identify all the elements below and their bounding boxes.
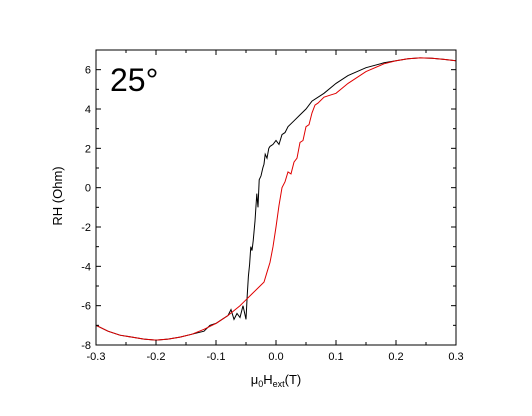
y-axis-label: RH (Ohm) [50, 166, 65, 225]
series-line-1 [95, 57, 457, 341]
angle-annotation: 25° [110, 62, 158, 98]
x-tick-label: -0.3 [87, 351, 106, 363]
tick-layer: -0.3 -0.2 -0.1 0.0 0.1 0.2 0.3 -8 -6 -4 -2 0 2 4 6 [81, 49, 464, 363]
x-axis-label-unit: (T) [285, 372, 302, 387]
x-axis-label-sub1: ext [273, 379, 286, 389]
y-tick-label: 6 [85, 65, 91, 77]
y-tick-label: -4 [81, 261, 91, 273]
y-tick-label: 4 [85, 104, 91, 116]
series-layer [95, 57, 457, 341]
y-tick-label: 0 [85, 183, 91, 195]
y-tick-label: 2 [85, 143, 91, 155]
y-tick-label: -6 [81, 301, 91, 313]
x-tick-label: 0.0 [268, 351, 283, 363]
x-tick-label: -0.2 [147, 351, 166, 363]
x-tick-label: 0.2 [388, 351, 403, 363]
x-tick-label: 0.3 [448, 351, 463, 363]
x-axis-label-sub0: 0 [258, 379, 263, 389]
y-tick-label: -2 [81, 222, 91, 234]
x-tick-label: -0.1 [207, 351, 226, 363]
x-axis-label-mu: μ [251, 372, 259, 387]
x-axis-label: μ0Hext(T) [251, 372, 302, 389]
x-axis-label-h: H [263, 372, 272, 387]
y-tick-label: -8 [81, 340, 91, 352]
x-tick-label: 0.1 [328, 351, 343, 363]
series-line-2 [95, 57, 457, 341]
